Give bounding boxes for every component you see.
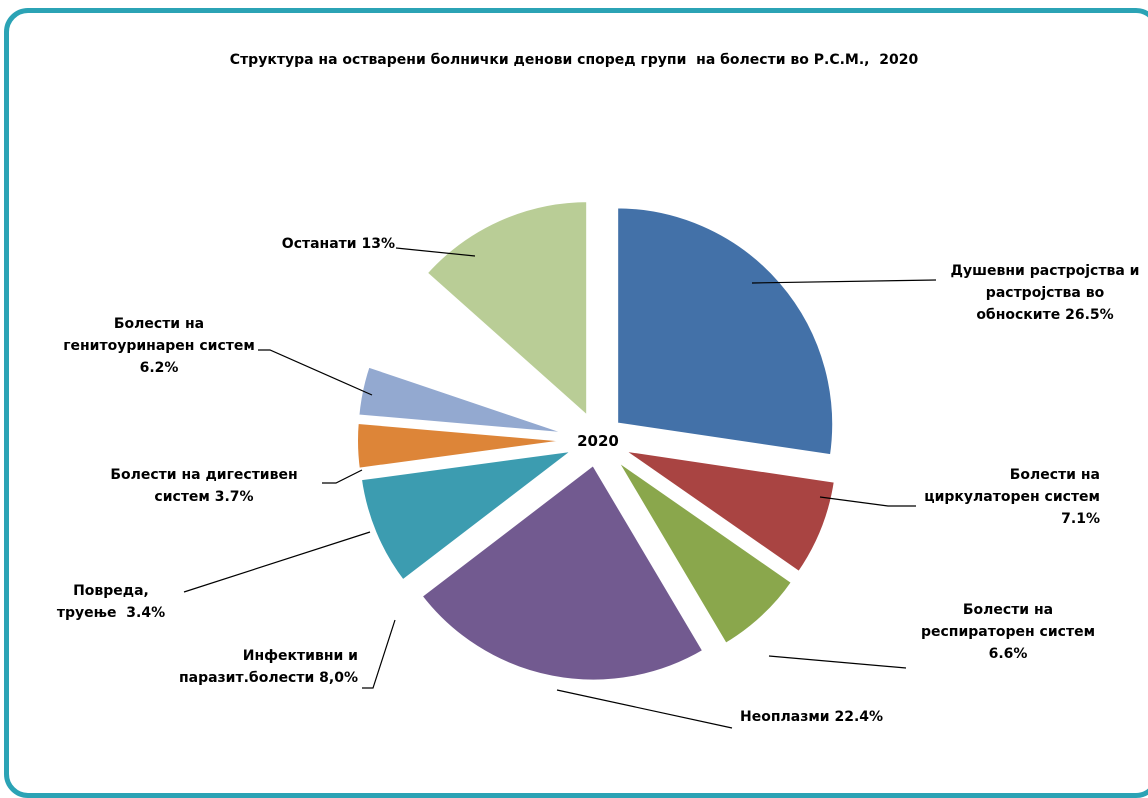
label-circulatory: Болести на циркулаторен систем 7.1% (920, 464, 1100, 530)
slice-label-line: генитоуринарен систем (63, 338, 255, 354)
slice-label-line: Душевни растројства и (950, 263, 1140, 279)
leader-line (183, 531, 371, 593)
pie-slice (619, 446, 839, 577)
slice-label-line: Неоплазми 22.4% (740, 709, 884, 725)
slice-label-line: Повреда, (73, 583, 149, 599)
slice-label-line: труење 3.4% (56, 605, 166, 621)
slice-label-line: Инфективни и (242, 648, 358, 664)
label-genitourinary: Болести на генитоуринарен систем 6.2% (60, 313, 258, 379)
label-digestive: Болести на дигестивен систем 3.7% (88, 464, 320, 508)
slice-label-line: респираторен систем (920, 624, 1096, 640)
slice-label-line: растројства во (985, 285, 1105, 301)
leader-line (768, 655, 907, 669)
slice-label-line: систем 3.7% (154, 489, 254, 505)
label-injury: Повреда, труење 3.4% (40, 580, 182, 624)
slice-label-line: Болести на дигестивен (110, 467, 298, 483)
pie-slice (368, 280, 579, 430)
slice-label-line: паразит.болести 8,0% (178, 670, 358, 686)
leader-line (751, 279, 937, 284)
leader-line (395, 247, 476, 257)
label-infectious: Инфективни и паразит.болести 8,0% (150, 645, 358, 689)
center-year-label: 2020 (577, 432, 619, 450)
pie-slice (354, 419, 575, 473)
leader-line (322, 469, 363, 484)
slice-label-line: Болести на (113, 316, 205, 332)
pie-slice (357, 446, 584, 585)
label-neoplasms: Неоплазми 22.4% (740, 706, 940, 728)
pie-slice (417, 460, 708, 684)
pie-slice (612, 455, 797, 648)
label-respiratory: Болести на респираторен систем 6.6% (910, 599, 1106, 665)
slice-label-line: 6.6% (988, 646, 1028, 662)
pie-slice (614, 204, 837, 459)
slice-label-line: 7.1% (1061, 511, 1100, 527)
chart-title: Структура на остварени болнички денови с… (229, 52, 919, 68)
leader-line (258, 349, 373, 396)
slice-label-line: 6.2% (139, 360, 179, 376)
leader-lines (183, 247, 937, 729)
leader-line (556, 689, 733, 729)
slice-label-line: Останати 13% (281, 236, 395, 252)
slice-label-line: Болести на (962, 602, 1054, 618)
leader-line (362, 619, 396, 689)
label-mental-disorders: Душевни растројства и растројства во обнос… (930, 260, 1148, 326)
slice-label-line: обноските 26.5% (976, 307, 1114, 323)
leader-line (819, 496, 916, 507)
slice-label-line: Болести на (1009, 467, 1100, 483)
slice-label-line: циркулаторен систем (924, 489, 1100, 505)
label-other: Останати 13% (255, 233, 395, 255)
